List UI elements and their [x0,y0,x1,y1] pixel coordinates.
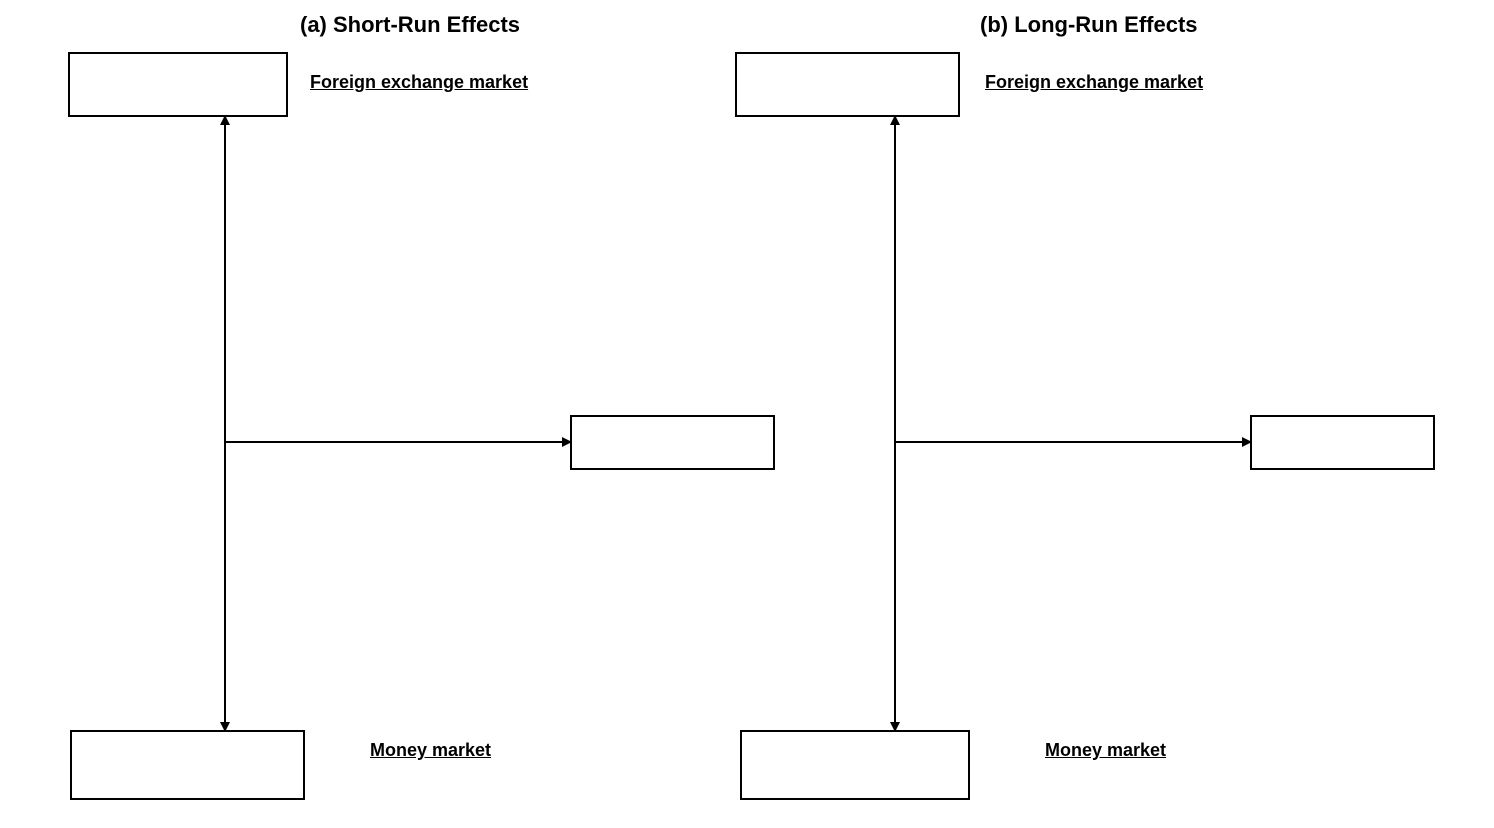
panel-a-title: (a) Short-Run Effects [300,12,520,38]
arrows-overlay [0,0,1494,828]
panel-a-top-box [68,52,288,117]
panel-a-bottom-box [70,730,305,800]
panel-b-bottom-box [740,730,970,800]
panel-b-fx-label: Foreign exchange market [985,72,1203,93]
panel-a-fx-label: Foreign exchange market [310,72,528,93]
diagram-canvas: (a) Short-Run Effects Foreign exchange m… [0,0,1494,828]
panel-b-right-box [1250,415,1435,470]
panel-a-right-box [570,415,775,470]
panel-b-top-box [735,52,960,117]
panel-b-mm-label: Money market [1045,740,1166,761]
panel-a-mm-label: Money market [370,740,491,761]
panel-b-title: (b) Long-Run Effects [980,12,1198,38]
